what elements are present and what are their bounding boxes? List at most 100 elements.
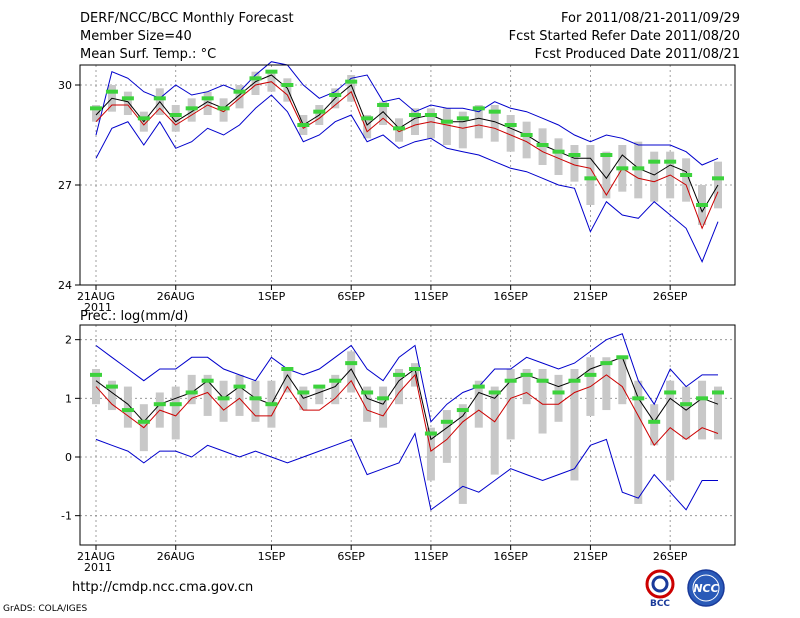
mean-marker <box>153 96 166 101</box>
box-bar <box>251 71 260 95</box>
box-bar <box>490 386 499 475</box>
mean-marker <box>696 396 709 401</box>
box-bar <box>522 121 531 159</box>
x-tick-label: 2011 <box>84 561 112 574</box>
mean-marker <box>185 390 198 395</box>
box-bar <box>171 105 180 132</box>
mean-marker <box>361 390 374 395</box>
box-bar <box>251 380 260 422</box>
mean-marker <box>472 384 485 389</box>
mean-marker <box>680 173 693 177</box>
mean-marker <box>504 123 517 127</box>
mean-marker <box>90 372 102 377</box>
mean-marker <box>329 378 342 383</box>
series-line-min <box>95 94 719 263</box>
x-tick-label: 21AUG <box>77 550 115 563</box>
box-bar <box>714 386 722 440</box>
x-tick-label: 6SEP <box>337 290 365 303</box>
mean-marker <box>616 166 629 171</box>
box-bar <box>331 374 340 405</box>
x-tick-label: 26AUG <box>157 550 195 563</box>
mean-marker <box>664 390 677 395</box>
box-bar <box>363 386 372 422</box>
mean-marker <box>361 116 374 121</box>
started-date: Fcst Started Refer Date 2011/08/20 <box>508 29 740 44</box>
series-line-max <box>95 333 718 423</box>
box-bar <box>554 374 563 422</box>
mean-marker <box>105 89 118 94</box>
mean-marker <box>424 113 437 117</box>
mean-marker <box>297 390 310 395</box>
mean-marker <box>568 153 581 157</box>
box-bar <box>283 369 292 393</box>
box-bar <box>187 374 196 405</box>
box-bar <box>123 386 132 428</box>
mean-marker <box>185 106 198 111</box>
series-line-red <box>95 373 719 452</box>
footer-url[interactable]: http://cmdp.ncc.cma.gov.cn <box>72 580 254 595</box>
mean-marker <box>552 390 565 395</box>
mean-marker <box>217 106 230 111</box>
box-bar <box>682 386 691 440</box>
mean-marker <box>393 126 406 131</box>
box-bar <box>570 145 579 182</box>
box-bar <box>395 369 404 405</box>
mean-marker <box>233 384 246 389</box>
mean-marker <box>201 96 214 101</box>
box-bar <box>602 151 611 199</box>
x-tick-label: 11SEP <box>414 550 449 563</box>
series-line-mean <box>95 74 719 213</box>
box-bar <box>92 105 100 122</box>
mean-marker <box>345 361 358 366</box>
box-bar <box>363 115 372 139</box>
y-tick-label: 1 <box>65 392 72 405</box>
box-bar <box>347 75 356 102</box>
mean-marker <box>265 69 278 74</box>
mean-marker <box>600 153 613 157</box>
mean-marker <box>584 372 597 377</box>
plot-frame <box>79 64 736 286</box>
x-tick-label: 26SEP <box>653 550 688 563</box>
mean-marker <box>520 372 533 377</box>
box-bar <box>634 380 643 504</box>
box-bar <box>203 374 212 416</box>
mean-marker <box>313 384 326 389</box>
mean-marker <box>281 83 294 87</box>
mean-marker <box>424 431 437 436</box>
mean-marker <box>648 159 661 164</box>
x-tick-label: 21SEP <box>573 290 608 303</box>
box-bar <box>235 374 244 416</box>
mean-marker <box>536 378 549 383</box>
y-tick-label: 24 <box>58 279 72 292</box>
box-bar <box>426 108 435 139</box>
box-bar <box>586 145 595 205</box>
mean-marker <box>536 143 549 147</box>
box-bar <box>315 386 324 405</box>
forecast-period: For 2011/08/21-2011/09/29 <box>561 11 740 26</box>
mean-marker <box>90 106 102 111</box>
header-left: DERF/NCC/BCC Monthly Forecast Member Siz… <box>80 10 294 64</box>
mean-marker <box>105 384 118 389</box>
mean-marker <box>408 113 421 117</box>
mean-marker <box>712 390 724 395</box>
mean-marker <box>456 408 469 413</box>
box-bar <box>347 351 356 393</box>
mean-marker <box>281 367 294 371</box>
x-tick-label: 1SEP <box>258 550 286 563</box>
mean-marker <box>632 396 645 401</box>
mean-marker <box>297 123 310 127</box>
x-tick-label: 26AUG <box>157 290 195 303</box>
y-tick-label: 2 <box>65 334 72 347</box>
x-tick-label: 1SEP <box>258 290 286 303</box>
mean-marker <box>440 119 453 124</box>
series-line-min <box>95 432 718 511</box>
box-bar <box>666 380 675 481</box>
mean-marker <box>632 166 645 171</box>
box-bar <box>490 105 499 142</box>
plot-frame <box>79 324 736 546</box>
box-bar <box>474 105 483 139</box>
box-bar <box>171 386 180 440</box>
mean-marker <box>616 355 629 360</box>
box-bar <box>570 369 579 481</box>
